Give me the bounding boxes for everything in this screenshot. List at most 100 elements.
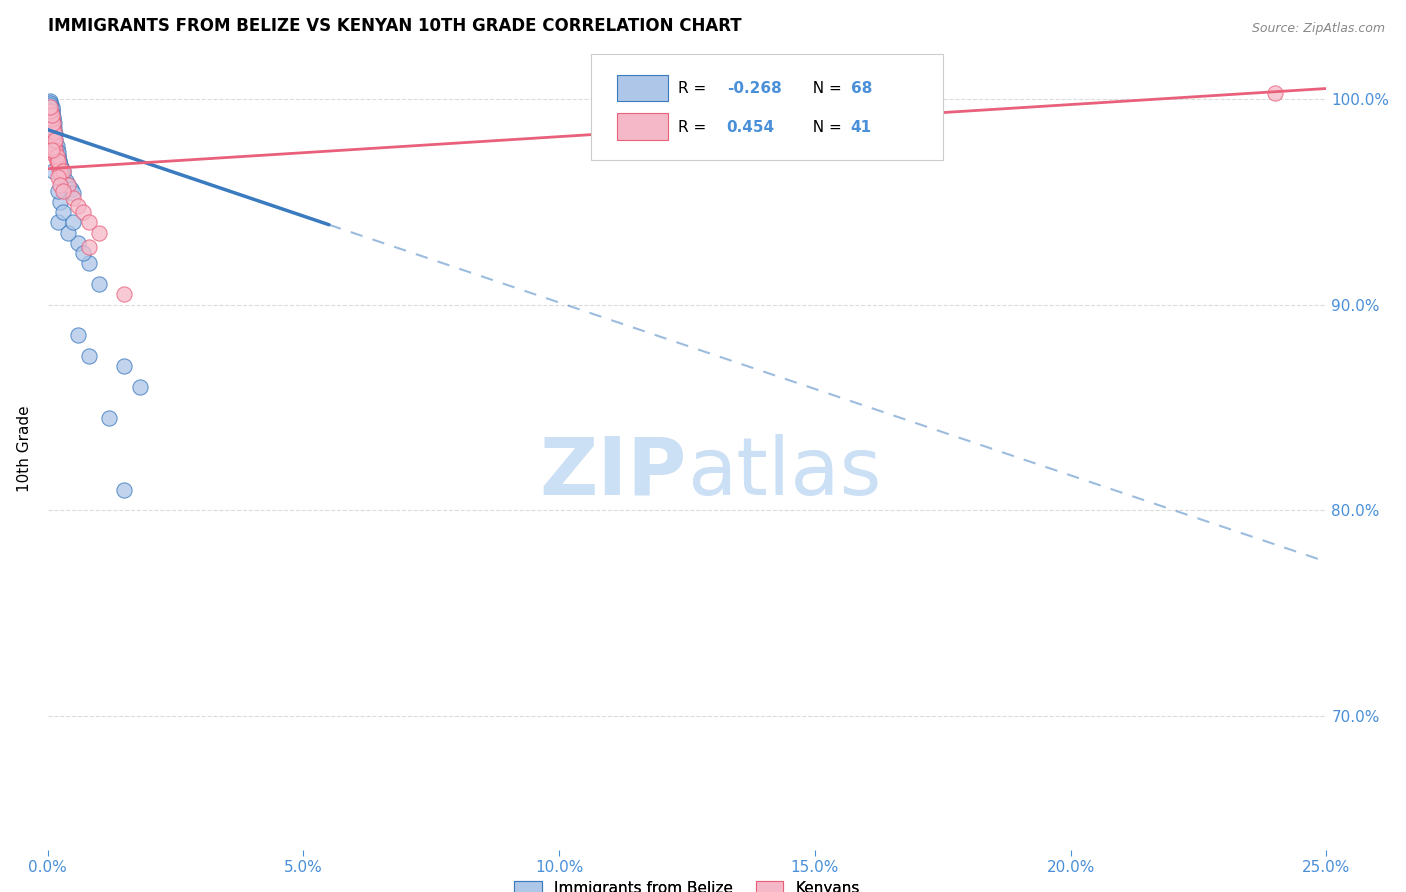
Point	[42, 112, 65, 127]
Point	[67, 328, 90, 343]
Point	[39, 122, 62, 136]
Point	[49, 166, 72, 180]
Text: N =: N =	[803, 120, 846, 135]
Point	[48, 153, 70, 168]
Point	[49, 178, 72, 193]
Point	[87, 277, 110, 291]
Point	[42, 120, 65, 135]
Point	[52, 163, 75, 178]
Text: 0.454: 0.454	[727, 120, 775, 135]
Text: Source: ZipAtlas.com: Source: ZipAtlas.com	[1251, 22, 1385, 36]
Point	[49, 158, 72, 172]
Point	[49, 158, 72, 172]
Point	[62, 215, 84, 229]
Point	[42, 116, 65, 130]
Point	[39, 100, 62, 114]
Point	[62, 190, 84, 204]
Point	[39, 94, 62, 108]
Point	[41, 116, 63, 130]
Text: ZIP: ZIP	[540, 434, 688, 512]
Point	[52, 205, 75, 219]
Point	[52, 168, 75, 182]
Point	[45, 143, 67, 157]
Point	[48, 161, 70, 176]
Point	[44, 133, 66, 147]
Point	[42, 120, 65, 135]
Point	[46, 215, 69, 229]
Text: atlas: atlas	[688, 434, 882, 512]
Point	[112, 483, 135, 497]
Point	[56, 226, 79, 240]
Point	[42, 116, 65, 130]
Text: R =: R =	[678, 81, 711, 96]
Point	[39, 95, 62, 110]
Point	[1264, 86, 1286, 100]
Point	[46, 149, 69, 163]
Point	[42, 163, 65, 178]
Point	[45, 153, 67, 168]
Text: 68: 68	[851, 81, 872, 96]
Point	[39, 112, 62, 127]
Point	[42, 136, 65, 151]
Point	[72, 246, 94, 260]
FancyBboxPatch shape	[617, 113, 668, 140]
Point	[42, 125, 65, 139]
Point	[41, 112, 63, 127]
Point	[44, 143, 66, 157]
Point	[46, 158, 69, 172]
Point	[39, 98, 62, 112]
Point	[41, 112, 63, 127]
Point	[41, 108, 63, 122]
Point	[59, 182, 82, 196]
Point	[44, 133, 66, 147]
Point	[42, 133, 65, 147]
Point	[48, 153, 70, 168]
Point	[46, 169, 69, 184]
Text: 41: 41	[851, 120, 872, 135]
Point	[44, 143, 66, 157]
Point	[45, 143, 67, 157]
Point	[39, 95, 62, 110]
Point	[41, 127, 63, 141]
Text: -0.268: -0.268	[727, 81, 782, 96]
Point	[46, 149, 69, 163]
Point	[42, 111, 65, 125]
Point	[41, 143, 63, 157]
Point	[39, 104, 62, 119]
Point	[55, 174, 77, 188]
Point	[42, 145, 65, 160]
Point	[87, 226, 110, 240]
Point	[41, 127, 63, 141]
Point	[62, 186, 84, 201]
Point	[41, 116, 63, 130]
Point	[41, 108, 63, 122]
Point	[77, 349, 100, 363]
Y-axis label: 10th Grade: 10th Grade	[17, 405, 32, 491]
Point	[42, 141, 65, 155]
Point	[51, 161, 73, 176]
Point	[72, 205, 94, 219]
Point	[44, 136, 66, 151]
Point	[44, 141, 66, 155]
Text: N =: N =	[803, 81, 846, 96]
Point	[112, 359, 135, 374]
Point	[42, 120, 65, 135]
Point	[46, 185, 69, 199]
Point	[41, 136, 63, 151]
Point	[41, 100, 63, 114]
Point	[52, 185, 75, 199]
Point	[52, 163, 75, 178]
Point	[39, 98, 62, 112]
Point	[44, 149, 66, 163]
Text: R =: R =	[678, 120, 716, 135]
Point	[46, 145, 69, 160]
FancyBboxPatch shape	[617, 75, 668, 101]
Point	[77, 256, 100, 270]
Point	[56, 178, 79, 193]
Point	[128, 380, 150, 394]
Point	[46, 153, 69, 168]
Point	[42, 116, 65, 130]
Point	[42, 136, 65, 151]
Point	[39, 108, 62, 122]
Point	[39, 133, 62, 147]
